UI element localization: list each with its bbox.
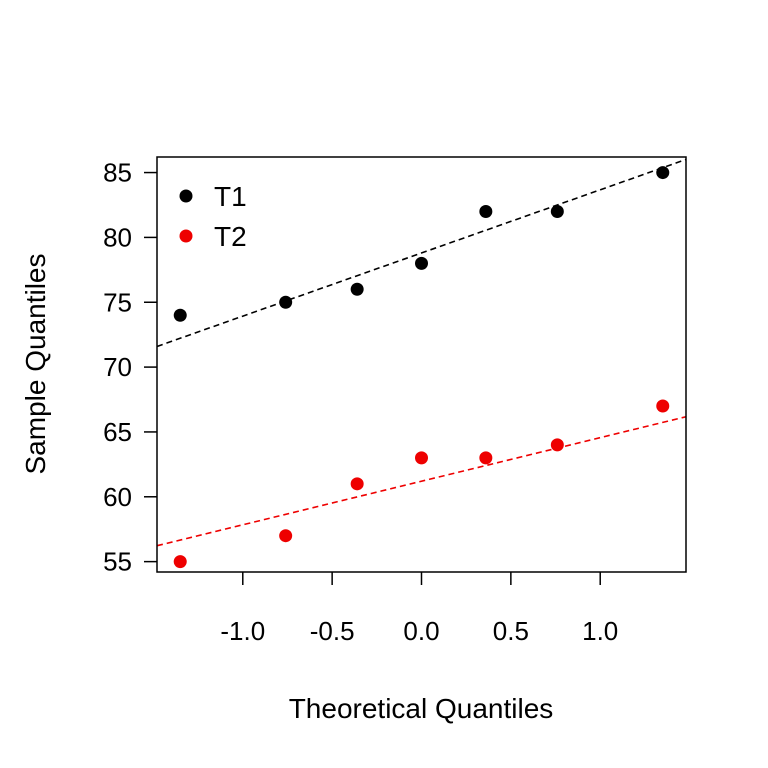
x-tick-label: 0.5 (493, 616, 529, 646)
x-axis-label: Theoretical Quantiles (289, 693, 554, 724)
y-tick-label: 60 (103, 482, 132, 512)
legend-marker-t2 (179, 229, 193, 243)
y-tick-label: 85 (103, 158, 132, 188)
data-point-t2 (350, 477, 364, 491)
data-point-t2 (279, 529, 293, 543)
data-point-t2 (173, 555, 187, 569)
x-tick-label: 0.0 (403, 616, 439, 646)
y-tick-label: 70 (103, 352, 132, 382)
y-axis-label: Sample Quantiles (20, 253, 51, 474)
data-point-t1 (350, 282, 364, 296)
x-tick-label: -1.0 (220, 616, 265, 646)
data-point-t2 (479, 451, 493, 465)
points-layer (173, 166, 670, 569)
data-point-t1 (415, 256, 428, 270)
qq-lines-layer (156, 158, 687, 547)
data-point-t2 (656, 399, 670, 413)
y-tick-label: 75 (103, 287, 132, 317)
data-point-t2 (550, 438, 564, 452)
data-point-t1 (656, 166, 670, 180)
y-tick-label: 80 (103, 222, 132, 252)
legend-label-t2: T2 (214, 221, 247, 252)
x-tick-label: -0.5 (310, 616, 355, 646)
x-axis: -1.0 -0.5 0.0 0.5 1.0 (220, 572, 618, 646)
data-point-t1 (479, 204, 493, 218)
y-tick-label: 65 (103, 417, 132, 447)
data-point-t2 (415, 451, 428, 465)
y-tick-label: 55 (103, 547, 132, 577)
data-point-t1 (279, 295, 293, 309)
legend-marker-t1 (179, 189, 193, 203)
data-point-t1 (173, 308, 187, 322)
y-axis: 55 60 65 70 75 80 85 (103, 158, 157, 577)
x-tick-label: 1.0 (582, 616, 618, 646)
qq-line-t2 (156, 415, 687, 547)
data-point-t1 (550, 204, 564, 218)
qq-line-t1 (156, 158, 687, 348)
legend-label-t1: T1 (214, 181, 247, 212)
plot-frame (156, 156, 687, 573)
